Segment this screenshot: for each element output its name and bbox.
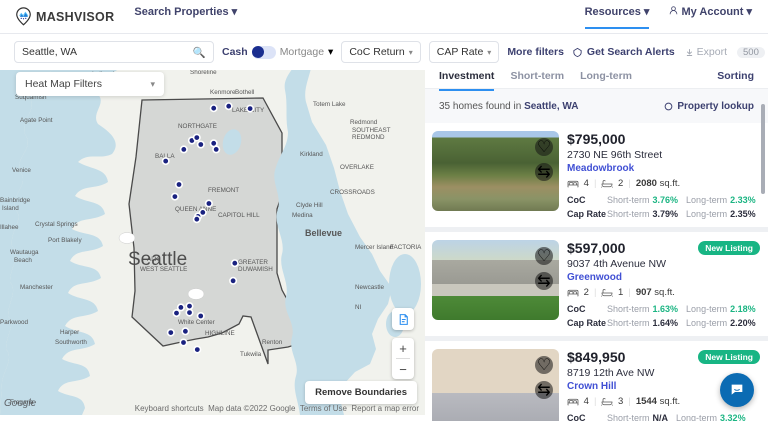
- svg-text:FACTORIA: FACTORIA: [390, 244, 422, 251]
- svg-text:Kenmore: Kenmore: [210, 89, 236, 96]
- svg-text:OVERLAKE: OVERLAKE: [340, 164, 374, 171]
- svg-text:GREATER: GREATER: [238, 259, 268, 266]
- svg-text:Southworth: Southworth: [55, 339, 87, 346]
- svg-text:White Center: White Center: [178, 319, 215, 326]
- svg-text:SOUTHEAST: SOUTHEAST: [352, 127, 391, 134]
- svg-text:Illahee: Illahee: [0, 224, 19, 231]
- svg-text:Shoreline: Shoreline: [190, 69, 217, 76]
- svg-text:Island: Island: [2, 205, 19, 212]
- svg-text:FREMONT: FREMONT: [208, 187, 239, 194]
- svg-text:Wautauga: Wautauga: [10, 249, 39, 256]
- svg-text:CROSSROADS: CROSSROADS: [330, 189, 375, 196]
- svg-text:Bainbridge: Bainbridge: [0, 197, 31, 204]
- svg-text:Tukwila: Tukwila: [240, 351, 262, 358]
- svg-text:HIGHLINE: HIGHLINE: [205, 330, 235, 337]
- svg-text:NORTHGATE: NORTHGATE: [178, 123, 217, 130]
- svg-text:Redmond: Redmond: [350, 119, 378, 126]
- svg-text:Beach: Beach: [14, 257, 32, 264]
- svg-text:Harper: Harper: [60, 329, 79, 336]
- svg-text:DUWAMISH: DUWAMISH: [238, 266, 273, 273]
- svg-text:REDMOND: REDMOND: [352, 134, 385, 141]
- svg-text:Crystal Springs: Crystal Springs: [35, 221, 78, 228]
- svg-text:Kirkland: Kirkland: [300, 151, 323, 158]
- svg-text:Mercer Island: Mercer Island: [355, 244, 394, 251]
- svg-text:CAPITOL HILL: CAPITOL HILL: [218, 212, 260, 219]
- svg-text:Agate Point: Agate Point: [20, 117, 53, 124]
- svg-text:Clyde Hill: Clyde Hill: [296, 202, 323, 209]
- svg-text:Port Blakely: Port Blakely: [48, 237, 82, 244]
- svg-text:Parkwood: Parkwood: [0, 319, 28, 326]
- svg-text:Totem Lake: Totem Lake: [313, 101, 346, 108]
- svg-text:Manchester: Manchester: [20, 284, 53, 291]
- svg-text:Medina: Medina: [292, 212, 313, 219]
- svg-text:Venice: Venice: [12, 167, 31, 174]
- svg-text:Bellevue: Bellevue: [305, 228, 342, 238]
- svg-text:Bothell: Bothell: [235, 89, 254, 96]
- svg-text:Renton: Renton: [262, 339, 283, 346]
- svg-text:Newcastle: Newcastle: [355, 284, 385, 291]
- svg-text:NI: NI: [355, 304, 362, 311]
